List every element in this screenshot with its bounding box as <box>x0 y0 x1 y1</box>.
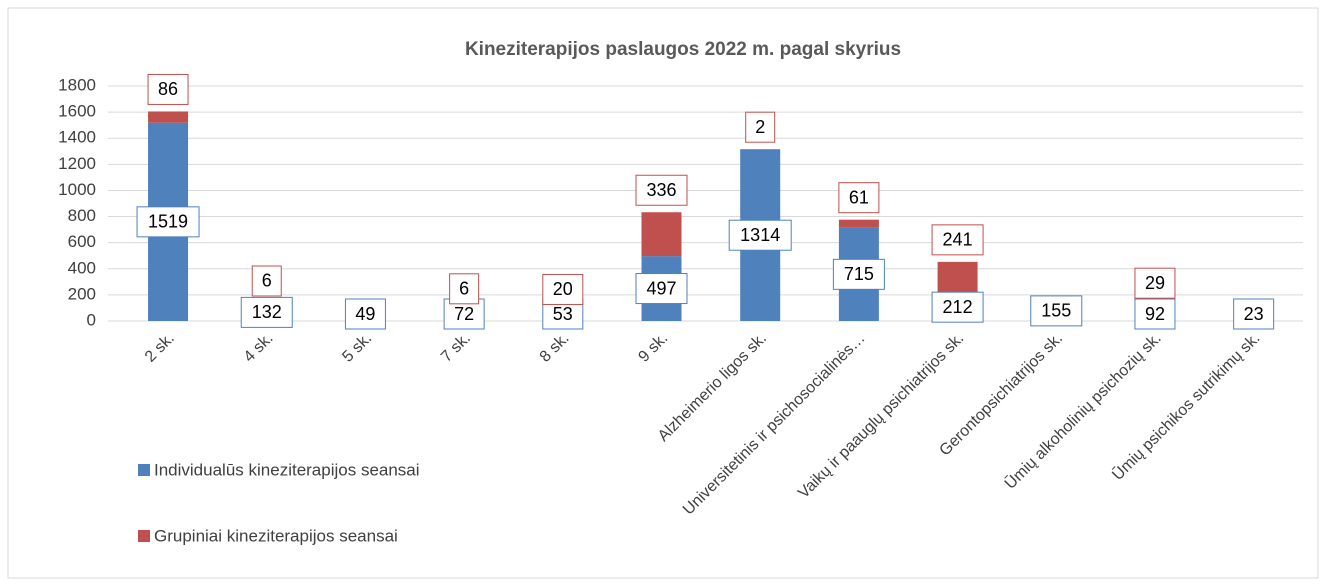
data-label-box <box>1134 267 1176 299</box>
data-label: 53 <box>553 304 573 324</box>
bar-segment <box>937 261 978 294</box>
bar-segment <box>148 111 189 123</box>
data-label: 241 <box>943 230 973 250</box>
y-tick-label: 200 <box>68 284 96 303</box>
chart-title: Kineziterapijos paslaugos 2022 m. pagal … <box>465 39 901 60</box>
y-tick-label: 1800 <box>58 75 96 94</box>
data-label-box <box>251 265 282 297</box>
y-tick-label: 1600 <box>58 102 96 121</box>
data-label: 715 <box>844 264 874 284</box>
legend-swatch <box>138 464 150 476</box>
data-label: 497 <box>646 278 676 298</box>
bar-segment <box>641 212 682 257</box>
data-label-box <box>1030 295 1083 327</box>
data-label-box <box>136 206 200 238</box>
data-label: 212 <box>943 297 973 317</box>
data-label-box <box>147 73 189 105</box>
data-label-box <box>838 182 880 214</box>
y-tick-label: 800 <box>68 206 96 225</box>
data-label: 336 <box>646 180 676 200</box>
y-tick-label: 0 <box>87 310 96 329</box>
data-label: 132 <box>252 302 282 322</box>
data-label-box <box>745 111 776 143</box>
data-label-box <box>635 273 688 305</box>
legend-swatch <box>138 530 150 542</box>
data-label-box <box>449 273 480 305</box>
data-label: 61 <box>849 187 869 207</box>
data-label-box <box>344 298 386 330</box>
data-label-box <box>931 224 984 256</box>
y-tick-label: 1200 <box>58 154 96 173</box>
data-label-box <box>931 291 984 323</box>
data-label: 1519 <box>148 212 188 232</box>
data-label: 72 <box>454 304 474 324</box>
data-label-box <box>832 258 885 290</box>
data-label: 2 <box>755 117 765 137</box>
y-tick-label: 1400 <box>58 128 96 147</box>
data-label: 92 <box>1145 304 1165 324</box>
legend-label: Grupiniai kineziterapijos seansai <box>154 526 398 545</box>
data-label: 49 <box>355 304 375 324</box>
data-label: 20 <box>553 279 573 299</box>
data-label: 6 <box>262 271 272 291</box>
data-label: 86 <box>158 79 178 99</box>
legend-label: Individualūs kineziterapijos seansai <box>154 460 420 479</box>
data-label: 1314 <box>740 225 780 245</box>
y-tick-label: 400 <box>68 258 96 277</box>
data-label-box <box>542 273 584 305</box>
data-label-box <box>1134 298 1176 330</box>
y-tick-label: 1000 <box>58 180 96 199</box>
y-tick-label: 600 <box>68 232 96 251</box>
data-label: 6 <box>459 279 469 299</box>
data-label-box <box>1233 298 1275 330</box>
data-label: 29 <box>1145 273 1165 293</box>
bar-segment <box>838 219 879 228</box>
data-label-box <box>728 219 792 251</box>
data-label: 155 <box>1041 301 1071 321</box>
data-label: 23 <box>1244 304 1264 324</box>
data-label-box <box>240 296 293 328</box>
data-label-box <box>635 174 688 206</box>
